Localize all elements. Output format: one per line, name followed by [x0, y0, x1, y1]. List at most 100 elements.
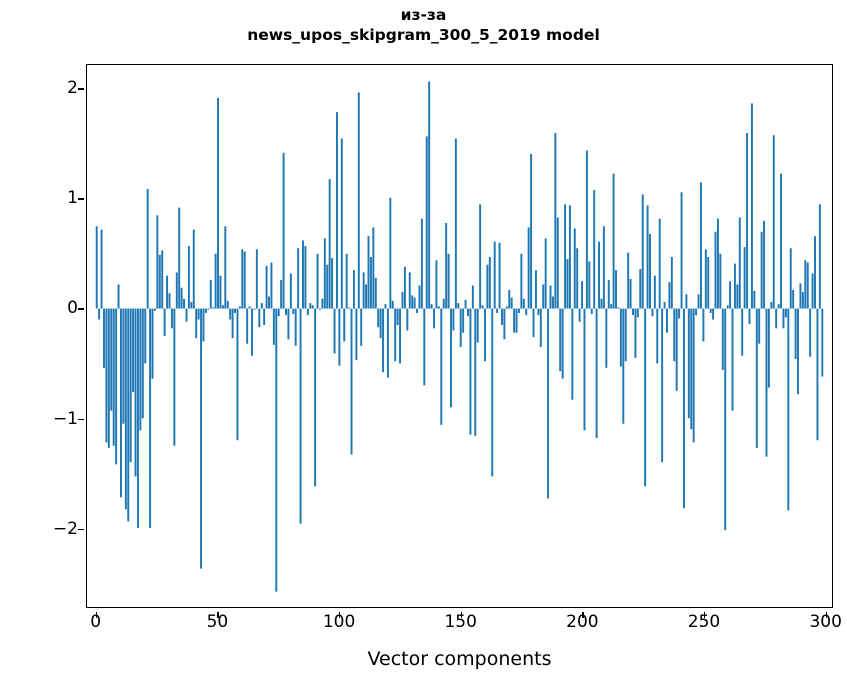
bar: [554, 133, 557, 309]
bar: [217, 97, 220, 309]
bar: [656, 308, 659, 364]
bar: [814, 236, 816, 309]
x-tick-mark: [460, 612, 463, 618]
bar: [335, 112, 338, 309]
chart-title: из-за news_upos_skipgram_300_5_2019 mode…: [0, 6, 847, 46]
chart-title-line-1: из-за: [400, 6, 447, 24]
bar: [282, 152, 285, 309]
bar: [467, 308, 469, 317]
bar: [219, 275, 222, 309]
bar: [100, 229, 103, 309]
bar: [454, 138, 457, 309]
bar: [685, 294, 688, 309]
bar: [515, 308, 518, 333]
bar: [411, 295, 414, 309]
bar: [571, 308, 574, 400]
bar: [792, 289, 795, 309]
bar: [469, 308, 472, 435]
bar: [598, 241, 601, 309]
bar: [110, 308, 113, 411]
bar: [733, 263, 736, 309]
bar: [260, 303, 263, 309]
bar: [806, 262, 809, 309]
bar: [474, 308, 477, 436]
bar: [481, 305, 484, 309]
bar: [741, 308, 744, 356]
bar: [801, 292, 804, 309]
bar: [683, 308, 685, 509]
bar: [251, 308, 253, 356]
bar: [517, 308, 520, 313]
bar: [272, 308, 275, 345]
bar: [607, 280, 610, 309]
bar: [197, 308, 200, 320]
bar: [534, 270, 537, 309]
bar: [304, 246, 307, 309]
bar: [416, 308, 419, 313]
bar: [178, 207, 181, 309]
bar: [658, 218, 661, 309]
bar: [464, 299, 467, 309]
bar: [115, 308, 118, 465]
bar: [612, 173, 615, 309]
bar: [144, 308, 147, 364]
bar: [95, 226, 98, 309]
bar: [736, 284, 739, 309]
bar: [367, 236, 370, 309]
bar: [268, 296, 270, 309]
bar: [355, 308, 358, 361]
bar: [221, 305, 224, 309]
bar: [241, 249, 244, 309]
y-tick-label: 2: [67, 78, 78, 99]
bar: [107, 308, 110, 448]
bar: [183, 298, 186, 309]
x-tick-label: 250: [687, 612, 721, 632]
bar: [192, 229, 195, 309]
bar: [428, 81, 431, 309]
bar: [156, 215, 159, 309]
bar: [408, 272, 411, 309]
bar: [634, 308, 637, 358]
bar: [527, 227, 530, 309]
bar: [275, 308, 278, 592]
bar: [627, 252, 630, 309]
bar: [440, 308, 443, 425]
bar: [105, 308, 108, 443]
bar: [362, 272, 365, 309]
bar: [610, 304, 613, 309]
bar: [185, 308, 188, 322]
bar: [166, 275, 169, 309]
bar: [600, 298, 603, 309]
bar: [663, 301, 666, 309]
bar: [462, 308, 465, 333]
bar: [566, 259, 569, 309]
bar: [425, 136, 428, 309]
bar: [377, 308, 380, 328]
bar: [561, 308, 564, 379]
x-axis-label: Vector components: [367, 648, 552, 670]
bar: [576, 248, 579, 309]
bar: [299, 308, 302, 524]
bar: [690, 308, 693, 430]
bar: [294, 308, 297, 346]
bar: [384, 304, 387, 309]
y-tick-label: 0: [67, 298, 78, 319]
bar: [396, 308, 399, 326]
bar: [588, 261, 591, 309]
bar: [403, 266, 406, 309]
bar: [120, 308, 122, 498]
bar: [302, 240, 304, 309]
bar: [365, 284, 368, 309]
bar: [765, 308, 768, 457]
bar: [556, 217, 559, 309]
bar: [190, 301, 193, 309]
bar: [748, 308, 751, 324]
bar: [484, 308, 486, 362]
bar: [352, 270, 355, 309]
y-tick-mark: [78, 528, 84, 531]
bar: [287, 308, 290, 340]
bar: [139, 308, 142, 431]
bar: [639, 269, 642, 309]
x-tick-label: 200: [566, 612, 599, 632]
bar: [151, 308, 154, 379]
